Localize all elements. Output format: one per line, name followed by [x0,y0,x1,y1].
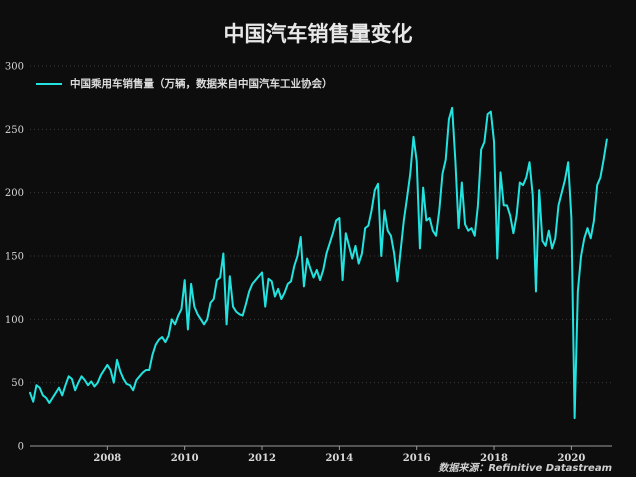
legend-swatch [36,82,62,85]
y-tick-label: 200 [5,188,24,199]
x-tick-label: 2018 [480,453,508,464]
x-tick-label: 2008 [93,453,121,464]
x-tick-label: 2010 [171,453,199,464]
x-tick-label: 2014 [325,453,353,464]
y-tick-label: 250 [5,125,24,136]
legend: 中国乘用车销售量（万辆，数据来自中国汽车工业协会） [36,76,333,91]
x-tick-label: 2020 [557,453,585,464]
x-tick-label: 2016 [403,453,431,464]
series-line [29,106,608,420]
y-tick-label: 50 [11,378,24,389]
chart-title: 中国汽车销售量变化 [223,21,413,46]
y-tick-label: 300 [5,62,24,73]
y-tick-label: 0 [18,442,24,453]
legend-label: 中国乘用车销售量（万辆，数据来自中国汽车工业协会） [70,78,333,90]
y-tick-label: 100 [5,315,24,326]
y-tick-label: 150 [5,252,24,263]
x-tick-label: 2012 [248,453,276,464]
source-note: 数据来源：Refinitive Datastream [438,463,612,474]
